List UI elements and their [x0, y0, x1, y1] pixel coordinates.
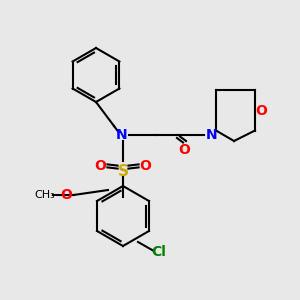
Text: O: O — [94, 160, 106, 173]
Text: S: S — [118, 164, 128, 178]
Text: O: O — [140, 160, 152, 173]
Text: Cl: Cl — [152, 245, 166, 259]
Text: N: N — [116, 128, 127, 142]
Text: O: O — [255, 104, 267, 118]
Text: CH₃: CH₃ — [34, 190, 56, 200]
Text: N: N — [206, 128, 217, 142]
Text: O: O — [178, 143, 190, 157]
Text: O: O — [60, 188, 72, 202]
